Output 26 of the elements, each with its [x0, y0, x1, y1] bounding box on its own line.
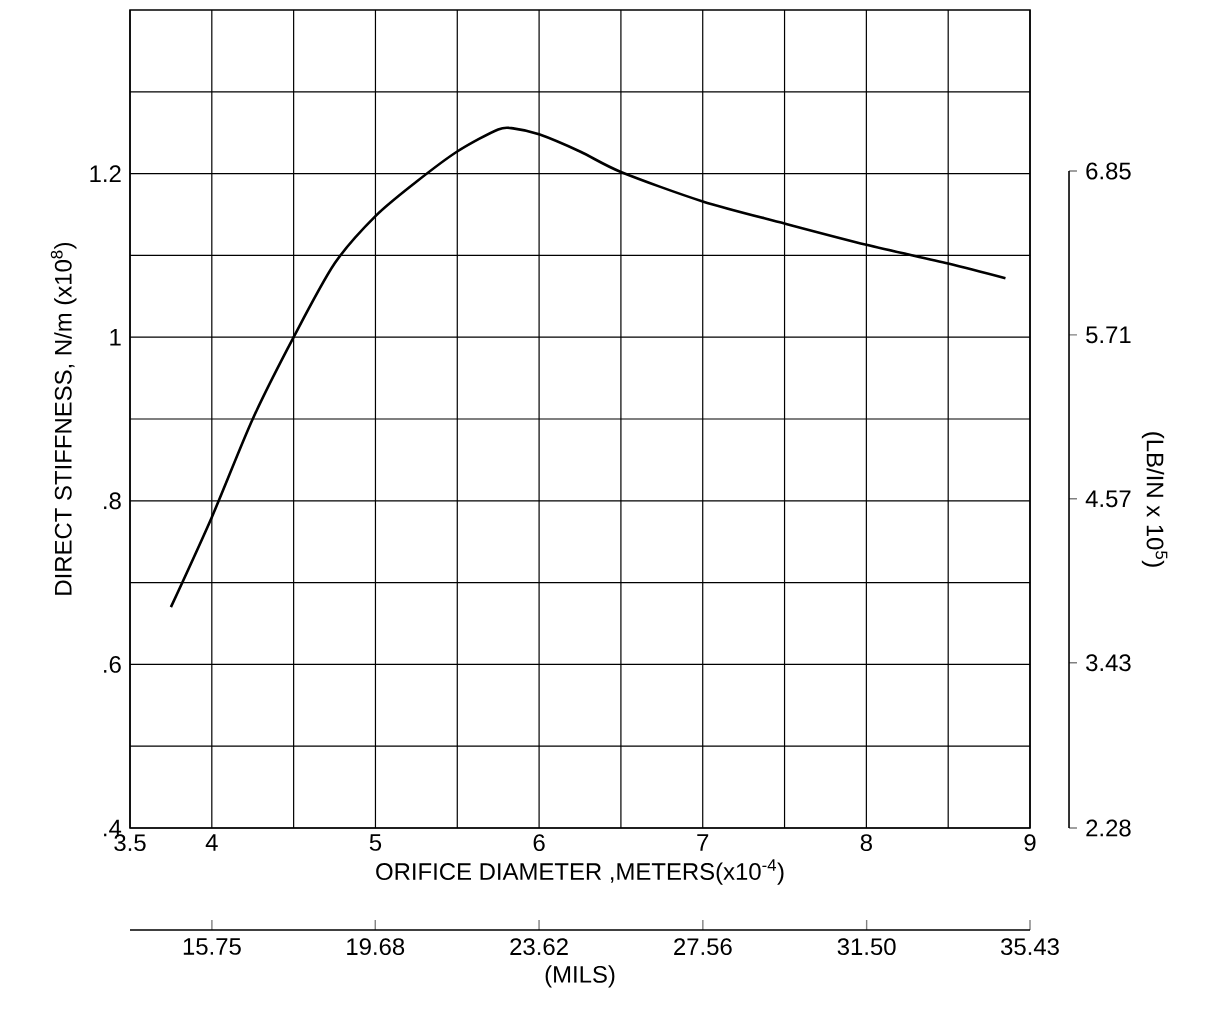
y2-axis-title: (LB/IN x 10$^{5}$) [1141, 432, 1168, 567]
x2-tick-label: 23.62 [510, 938, 568, 956]
y2-tick-label: 4.57 [1085, 490, 1131, 508]
y-axis-title: DIRECT STIFFNESS, N/m (x10$^{8}$) [50, 242, 77, 595]
y-tick-label: 1.2 [90, 165, 121, 182]
x2-tick-label: 27.56 [674, 938, 732, 956]
y-tick-label: 1 [110, 328, 121, 346]
x-tick-label: 7 [697, 834, 709, 851]
x-tick-label: 8 [860, 834, 872, 852]
y-tick-label: .6 [104, 655, 121, 673]
x-axis-title: ORIFICE DIAMETER ,METERS(x10$^{-4}$) [376, 859, 784, 885]
y2-tick-label: 3.43 [1086, 654, 1131, 672]
x-tick-label: 5 [369, 834, 382, 851]
line-series [169, 126, 1007, 609]
x-tick-label: 9 [1024, 834, 1036, 852]
y2-tick-label: 6.85 [1086, 162, 1131, 180]
y-tick-label: .8 [104, 492, 121, 510]
x2-tick-label: 35.43 [1001, 938, 1059, 956]
y2-tick-label: 5.71 [1086, 326, 1131, 344]
x-tick-label: 4 [205, 834, 218, 851]
x2-axis-title: (MILS) [545, 965, 615, 988]
x-tick-label: 6 [533, 834, 545, 852]
x2-tick-label: 19.68 [347, 938, 405, 956]
y2-tick-label: 2.28 [1086, 819, 1131, 837]
x2-tick-label: 15.75 [183, 938, 241, 955]
x2-tick-label: 31.50 [837, 938, 896, 956]
